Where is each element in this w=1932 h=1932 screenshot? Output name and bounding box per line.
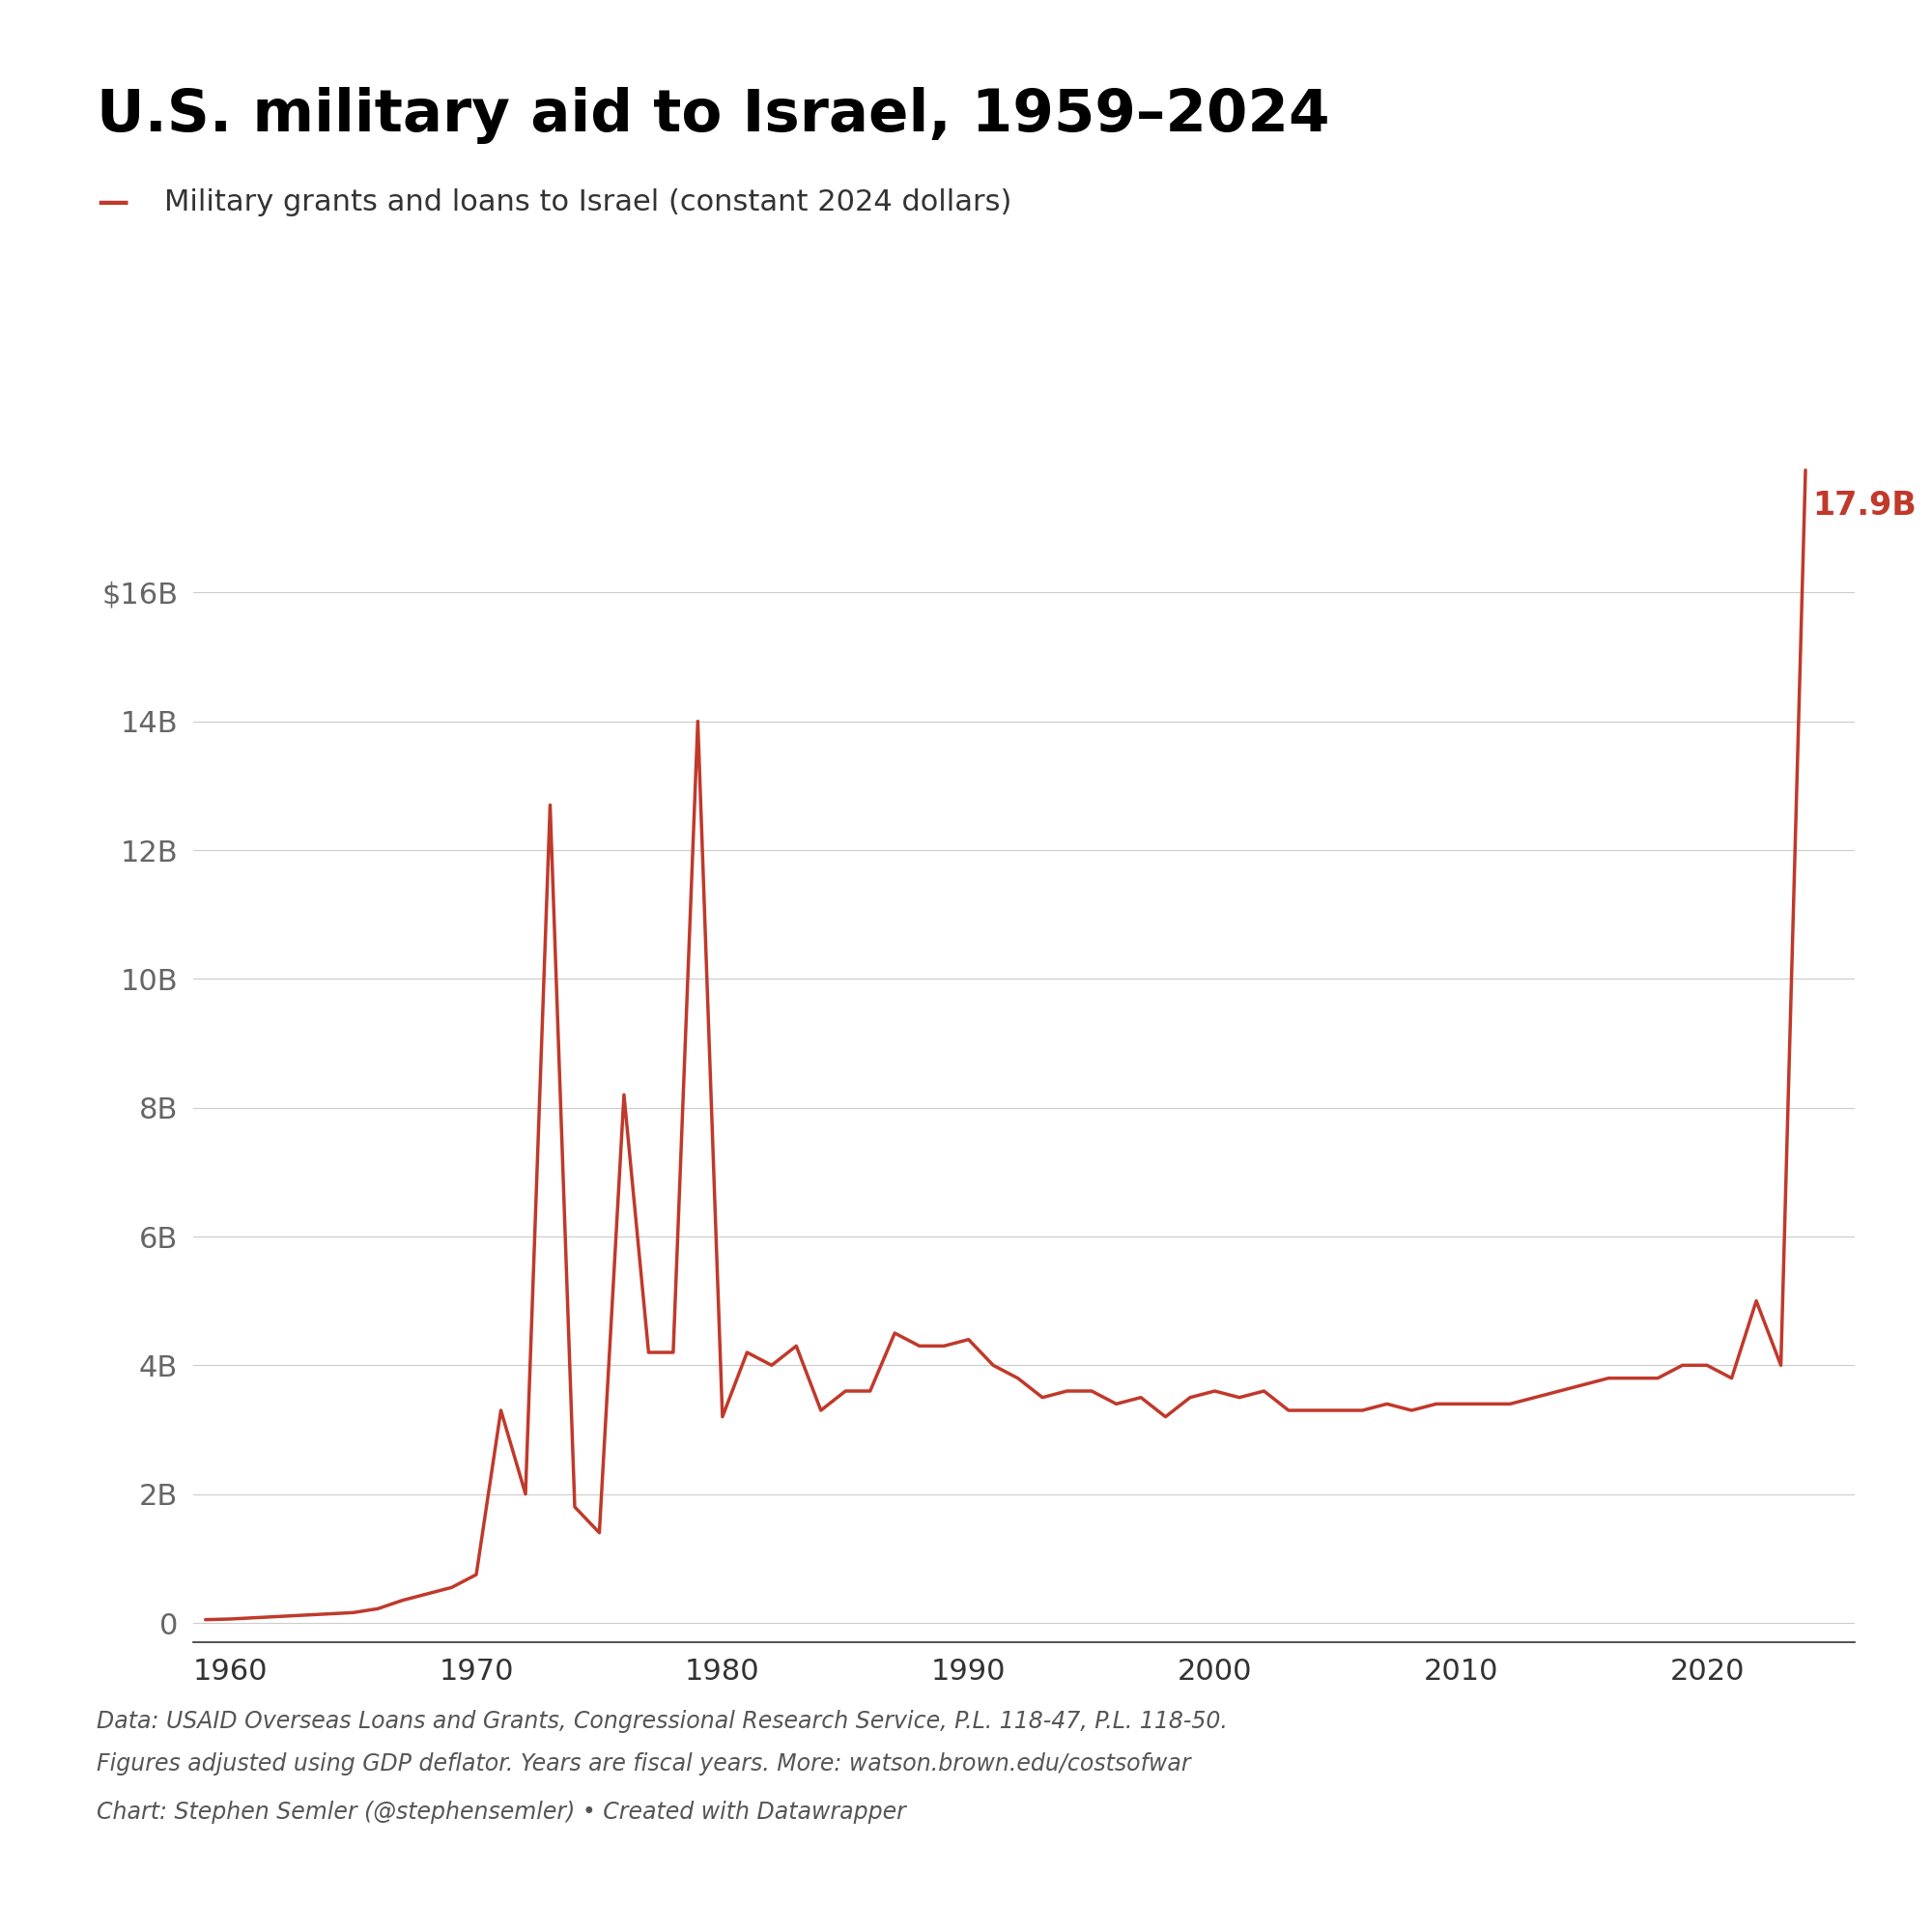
Text: Military grants and loans to Israel (constant 2024 dollars): Military grants and loans to Israel (con… <box>164 189 1012 216</box>
Text: Chart: Stephen Semler (@stephensemler) • Created with Datawrapper: Chart: Stephen Semler (@stephensemler) •… <box>97 1801 906 1824</box>
Text: U.S. military aid to Israel, 1959–2024: U.S. military aid to Israel, 1959–2024 <box>97 87 1329 145</box>
Text: Figures adjusted using GDP deflator. Years are fiscal years. More: watson.brown.: Figures adjusted using GDP deflator. Yea… <box>97 1752 1190 1776</box>
Text: 17.9B: 17.9B <box>1812 489 1917 522</box>
Text: Data: USAID Overseas Loans and Grants, Congressional Research Service, P.L. 118-: Data: USAID Overseas Loans and Grants, C… <box>97 1710 1227 1733</box>
Text: —: — <box>97 187 129 218</box>
